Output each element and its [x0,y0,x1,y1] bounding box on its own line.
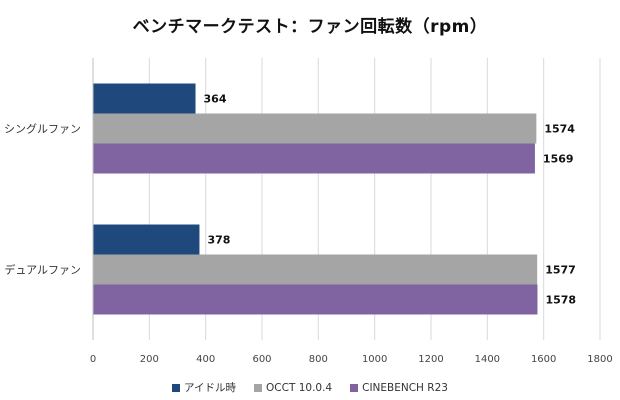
x-tick-label-6: 1200 [418,354,443,365]
data-label-0-2: 1569 [543,153,574,166]
legend-label-idle: アイドル時 [184,382,237,394]
bar-1-2 [93,284,538,315]
data-label-0-0: 364 [204,93,227,106]
x-tick-label-4: 800 [309,354,328,365]
x-tick-label-1: 200 [140,354,159,365]
x-tick-label-2: 400 [196,354,215,365]
legend-label-occt: OCCT 10.0.4 [266,381,333,394]
data-label-1-2: 1578 [545,294,576,307]
x-tick-label-3: 600 [252,354,271,365]
legend-label-cinebench: CINEBENCH R23 [362,381,448,394]
bar-0-2 [93,143,535,174]
legend-swatch-occt [254,383,263,392]
legend-item-cinebench: CINEBENCH R23 [350,382,448,394]
x-tick-label-0: 0 [90,354,96,365]
x-tick-label-7: 1400 [475,354,500,365]
x-tick-label-5: 1000 [362,354,387,365]
legend-item-idle: アイドル時 [172,380,236,395]
legend-item-occt: OCCT 10.0.4 [254,382,332,394]
data-label-1-1: 1577 [545,264,576,277]
chart-title: ベンチマークテスト：ファン回転数（rpm） [132,17,488,37]
legend-swatch-idle [172,383,181,392]
data-label-1-0: 378 [207,234,230,247]
category-label-0: シングルファン [4,122,81,136]
category-label-1: デュアルファン [4,263,81,277]
bar-0-0 [93,83,196,114]
legend-swatch-cinebench [350,383,359,392]
x-tick-label-9: 1800 [587,354,612,365]
bar-1-1 [93,254,538,285]
data-label-0-1: 1574 [544,123,575,136]
bar-0-1 [93,113,537,144]
x-tick-label-8: 1600 [531,354,556,365]
chart-legend: アイドル時 OCCT 10.0.4 CINEBENCH R23 [0,380,620,395]
bar-1-0 [93,224,200,255]
